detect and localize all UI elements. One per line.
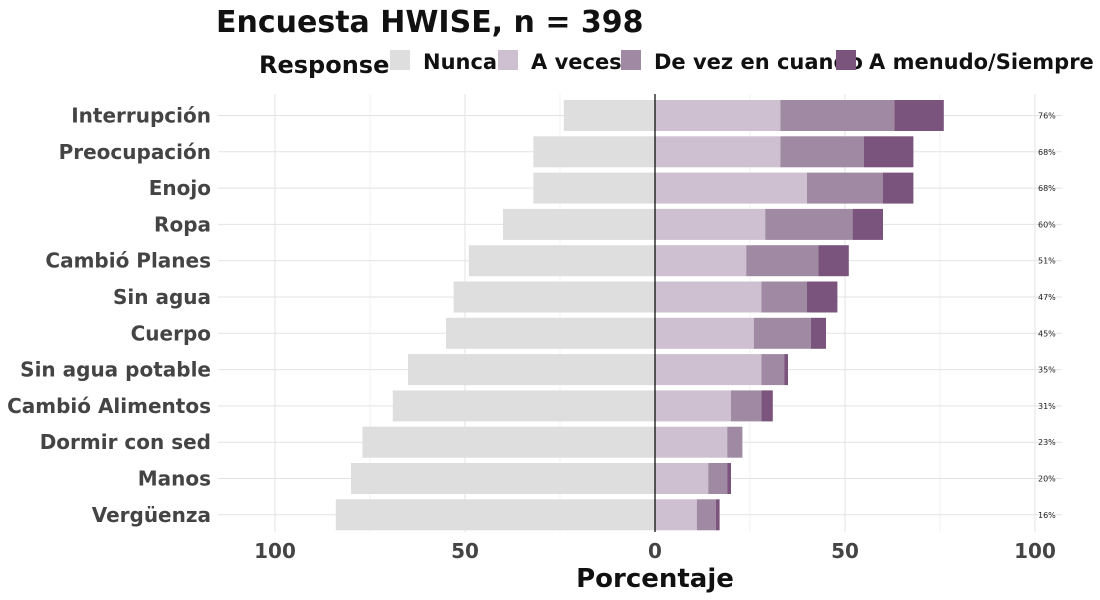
legend-key: [621, 50, 641, 70]
bar-nunca: [362, 426, 655, 458]
bar-nunca: [335, 499, 655, 531]
bar-a-veces: [655, 463, 709, 494]
bar-a-veces: [655, 245, 747, 277]
percentage-label: 35%: [1038, 366, 1056, 375]
percentage-label: 47%: [1038, 293, 1056, 302]
bar-a-menudo-siempre: [715, 499, 720, 531]
bar-nunca: [563, 100, 655, 131]
bar-nunca: [453, 281, 655, 313]
category-labels: Interrupción Preocupación Enojo Ropa Cambió …: [7, 104, 211, 527]
bar-a-menudo-siempre: [727, 463, 731, 494]
bar-a-menudo-siempre: [883, 172, 914, 204]
bar-a-veces: [655, 281, 762, 313]
category-label: Interrupción: [71, 104, 211, 128]
bar-a-veces: [655, 208, 766, 240]
bar-de-vez-en-cuando: [696, 499, 716, 531]
bar-nunca: [503, 208, 655, 240]
bar-a-veces: [655, 136, 781, 168]
x-tick-label: 100: [1014, 539, 1056, 563]
x-tick-label: 50: [451, 539, 479, 563]
percentage-label: 76%: [1038, 112, 1056, 121]
bar-de-vez-en-cuando: [727, 426, 743, 458]
legend-label: De vez en cuando: [654, 50, 863, 74]
bar-de-vez-en-cuando: [761, 354, 785, 386]
percentage-label: 16%: [1038, 511, 1056, 520]
x-tick-label: 0: [648, 539, 662, 563]
bar-a-menudo-siempre: [864, 136, 914, 168]
bar-a-menudo-siempre: [810, 317, 826, 349]
bar-a-menudo-siempre: [784, 354, 788, 386]
x-tick-label: 50: [831, 539, 859, 563]
percentage-label: 20%: [1038, 475, 1056, 484]
bar-nunca: [533, 172, 655, 204]
category-label: Dormir con sed: [40, 430, 211, 454]
legend-label: A veces: [531, 50, 622, 74]
bar-de-vez-en-cuando: [807, 172, 883, 204]
category-label: Sin agua: [113, 285, 211, 309]
bar-a-veces: [655, 390, 731, 422]
x-axis-ticks: 100 50 0 50 100: [254, 539, 1056, 563]
percentage-label: 31%: [1038, 402, 1056, 411]
x-axis-title: Porcentaje: [576, 564, 734, 594]
bars-group: [335, 100, 944, 531]
bar-a-veces: [655, 354, 762, 386]
bar-a-menudo-siempre: [894, 100, 944, 131]
bar-a-menudo-siempre: [807, 281, 838, 313]
bar-a-menudo-siempre: [761, 390, 773, 422]
percentage-label: 23%: [1038, 438, 1056, 447]
bar-a-menudo-siempre: [852, 208, 883, 240]
bar-de-vez-en-cuando: [780, 136, 864, 168]
bar-a-menudo-siempre: [818, 245, 849, 277]
legend-label: Nunca: [423, 50, 497, 74]
category-label: Vergüenza: [92, 503, 211, 527]
x-tick-label: 100: [254, 539, 296, 563]
legend: Response Nunca A veces De vez en cuando A m…: [259, 50, 1094, 79]
percentage-label: 45%: [1038, 329, 1056, 338]
bar-de-vez-en-cuando: [753, 317, 811, 349]
category-label: Cambió Planes: [45, 249, 211, 273]
legend-key: [498, 50, 518, 70]
category-label: Sin agua potable: [20, 358, 211, 382]
bar-nunca: [446, 317, 655, 349]
category-label: Ropa: [154, 212, 211, 236]
bar-nunca: [533, 136, 655, 168]
percentage-labels: 76% 68% 68% 60% 51% 47% 45% 35% 31% 23% 20% 16%: [1038, 112, 1056, 520]
legend-key: [390, 50, 410, 70]
percentage-label: 60%: [1038, 220, 1056, 229]
bar-de-vez-en-cuando: [746, 245, 819, 277]
category-label: Manos: [138, 467, 211, 491]
percentage-label: 68%: [1038, 148, 1056, 157]
bar-a-veces: [655, 499, 697, 531]
chart-title: Encuesta HWISE, n = 398: [216, 5, 644, 40]
bar-de-vez-en-cuando: [780, 100, 895, 131]
bar-a-veces: [655, 426, 728, 458]
category-label: Enojo: [149, 176, 211, 200]
percentage-label: 68%: [1038, 184, 1056, 193]
category-label: Cambió Alimentos: [7, 394, 211, 418]
bar-de-vez-en-cuando: [731, 390, 762, 422]
bar-de-vez-en-cuando: [765, 208, 853, 240]
category-label: Preocupación: [59, 140, 211, 164]
bar-a-veces: [655, 100, 781, 131]
percentage-label: 51%: [1038, 257, 1056, 266]
legend-key: [836, 50, 856, 70]
bar-de-vez-en-cuando: [708, 463, 728, 494]
bar-de-vez-en-cuando: [761, 281, 807, 313]
bar-a-veces: [655, 317, 754, 349]
bar-a-veces: [655, 172, 807, 204]
bar-nunca: [392, 390, 655, 422]
bar-nunca: [351, 463, 655, 494]
bar-nunca: [468, 245, 655, 277]
bar-nunca: [408, 354, 655, 386]
legend-label: A menudo/Siempre: [869, 50, 1094, 74]
legend-title: Response: [259, 51, 389, 79]
category-label: Cuerpo: [131, 321, 211, 345]
